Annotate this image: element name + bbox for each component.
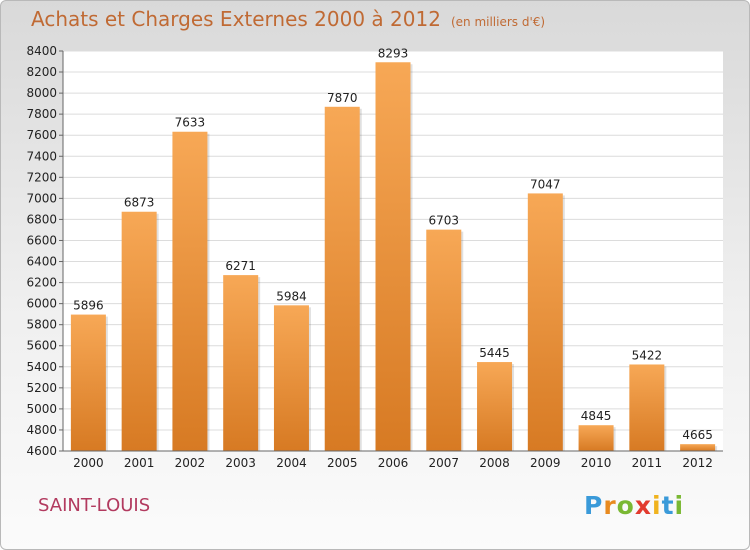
bar (121, 211, 157, 451)
y-tick-label: 4800 (26, 423, 57, 437)
x-tick-label: 2010 (581, 456, 612, 470)
y-tick-label: 6200 (26, 276, 57, 290)
value-label: 6271 (225, 259, 256, 273)
bar (477, 362, 513, 451)
y-tick-label: 5400 (26, 360, 57, 374)
y-tick-label: 4600 (26, 444, 57, 458)
x-tick-label: 2000 (73, 456, 104, 470)
x-tick-label: 2011 (632, 456, 663, 470)
chart-title: Achats et Charges Externes 2000 à 2012 (e… (31, 7, 545, 31)
value-label: 8293 (378, 46, 409, 60)
bar (629, 364, 665, 451)
city-name: SAINT-LOUIS (38, 495, 151, 516)
logo-letter: i (652, 491, 662, 520)
value-label: 5445 (479, 346, 510, 360)
y-tick-label: 5800 (26, 318, 57, 332)
y-tick-label: 6400 (26, 255, 57, 269)
bar (375, 62, 411, 452)
x-tick-label: 2003 (225, 456, 256, 470)
bar (70, 314, 106, 451)
y-tick-label: 7400 (26, 149, 57, 163)
logo-letter: t (661, 491, 675, 520)
y-tick-label: 6600 (26, 233, 57, 247)
value-label: 7633 (175, 116, 206, 130)
x-tick-label: 2001 (124, 456, 155, 470)
bar (223, 275, 259, 451)
x-tick-label: 2007 (428, 456, 459, 470)
x-tick-label: 2008 (479, 456, 510, 470)
value-label: 6703 (428, 214, 459, 228)
y-tick-label: 8000 (26, 86, 57, 100)
bar (273, 305, 309, 451)
bar (527, 193, 563, 451)
y-tick-label: 8200 (26, 65, 57, 79)
value-label: 5422 (632, 348, 663, 362)
value-label: 5984 (276, 289, 307, 303)
logo-letter: i (674, 491, 685, 520)
value-label: 5896 (73, 299, 104, 313)
value-label: 7047 (530, 177, 561, 191)
logo-letter: x (634, 491, 652, 520)
bar (578, 425, 614, 451)
x-tick-label: 2006 (378, 456, 409, 470)
x-tick-label: 2002 (175, 456, 206, 470)
bar (426, 229, 462, 451)
x-tick-label: 2005 (327, 456, 358, 470)
x-tick-label: 2009 (530, 456, 561, 470)
value-label: 4665 (682, 428, 713, 442)
x-tick-label: 2004 (276, 456, 307, 470)
y-tick-label: 7600 (26, 128, 57, 142)
logo-letter: r (603, 491, 617, 520)
y-tick-label: 8400 (26, 44, 57, 58)
logo-letter: P (584, 491, 604, 520)
y-tick-label: 5200 (26, 381, 57, 395)
y-tick-label: 7200 (26, 170, 57, 184)
y-tick-label: 7800 (26, 107, 57, 121)
x-tick-label: 2012 (682, 456, 713, 470)
value-label: 7870 (327, 91, 358, 105)
y-tick-label: 6800 (26, 212, 57, 226)
chart-title-text: Achats et Charges Externes 2000 à 2012 (31, 7, 441, 31)
y-tick-label: 6000 (26, 297, 57, 311)
value-label: 4845 (581, 409, 612, 423)
proxiti-logo: Proxiti (584, 491, 684, 520)
chart-unit-note: (en milliers d'€) (450, 15, 546, 29)
logo-letter: o (616, 491, 635, 520)
y-tick-label: 5000 (26, 402, 57, 416)
bar (172, 131, 208, 451)
value-label: 6873 (124, 196, 155, 210)
y-tick-label: 7000 (26, 191, 57, 205)
bar (680, 444, 716, 451)
bar (324, 106, 360, 451)
y-tick-label: 5600 (26, 339, 57, 353)
